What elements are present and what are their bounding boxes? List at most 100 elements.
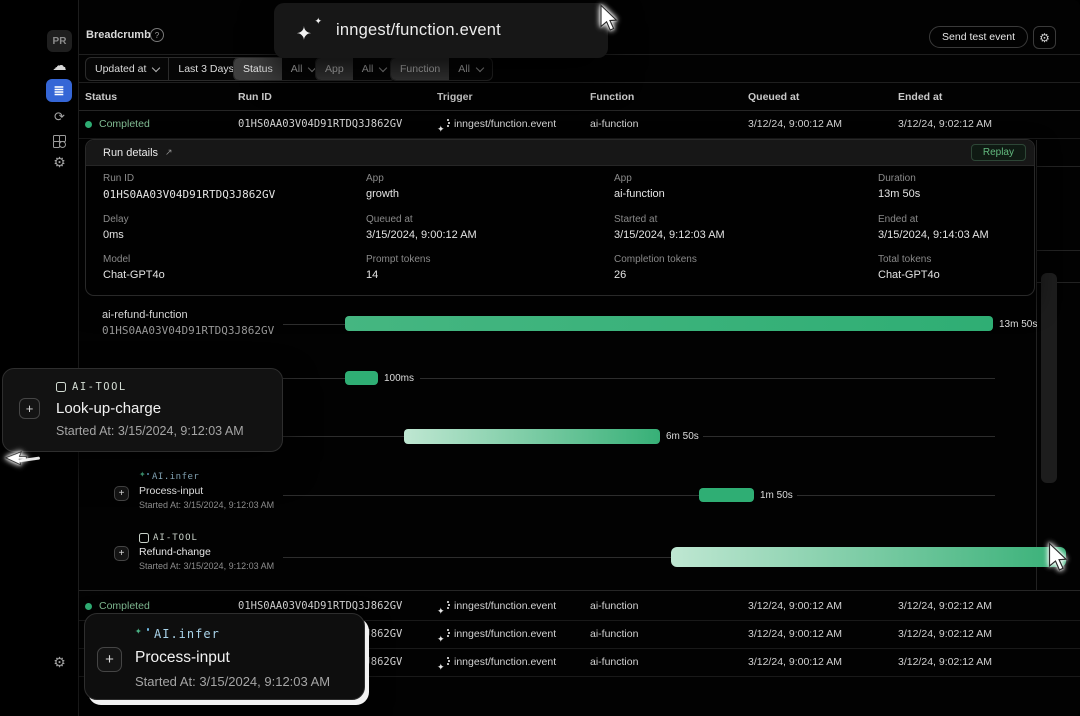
- app-filter-value[interactable]: All: [353, 58, 396, 80]
- runs-list-icon: [54, 82, 65, 100]
- sort-field[interactable]: Updated at: [86, 58, 168, 80]
- expand-step-button[interactable]: +: [19, 398, 40, 419]
- ai-function-link[interactable]: ai-function: [614, 188, 665, 200]
- field-completion-tokens: Completion tokens 26: [614, 254, 697, 281]
- timeline-bar-step2[interactable]: [404, 429, 660, 444]
- help-icon[interactable]: ?: [150, 28, 164, 42]
- ended-at-cell: 3/12/24, 9:02:12 AM: [898, 628, 992, 640]
- table-row[interactable]: Completed 01HS0AA03V04D91RTDQ3J862GV inn…: [79, 592, 1080, 625]
- status-dot: [85, 603, 92, 610]
- function-filter[interactable]: Function All: [390, 57, 493, 81]
- timeline-bar-root[interactable]: [345, 316, 993, 331]
- status-cell: Completed: [85, 110, 150, 138]
- settings-icon-bottom[interactable]: [46, 652, 73, 672]
- timeline-track: [283, 557, 671, 558]
- mouse-cursor-icon: [1048, 542, 1068, 571]
- field-queued-at: Queued at 3/15/2024, 9:00:12 AM: [366, 214, 477, 241]
- trigger-cell: inngest/function.event: [437, 620, 556, 653]
- settings-icon-top[interactable]: [46, 152, 73, 172]
- growth-link[interactable]: growth: [366, 188, 400, 200]
- function-filter-value[interactable]: All: [449, 58, 492, 80]
- status-cell: Completed: [85, 592, 150, 620]
- send-test-event-button[interactable]: Send test event: [929, 26, 1028, 48]
- row-fragment: [1037, 166, 1080, 167]
- step-started-at: Started At: 3/15/2024, 9:12:03 AM: [139, 561, 275, 571]
- field-total-tokens: Total tokens Chat-GPT4o: [878, 254, 940, 281]
- cloud-icon[interactable]: [46, 55, 73, 75]
- tooltip-badge: AI.infer: [135, 624, 220, 641]
- panel-edge: [1036, 140, 1037, 590]
- run-details-header: Run details Replay: [86, 140, 1034, 166]
- tooltip-step-name: Process-input: [135, 649, 230, 666]
- tooltip-started-at: Started At: 3/15/2024, 9:12:03 AM: [135, 674, 331, 689]
- sort-filter-control[interactable]: Updated at Last 3 Days: [85, 57, 257, 81]
- divider: [79, 110, 1080, 111]
- sort-field-label: Updated at: [95, 63, 147, 75]
- function-link[interactable]: ai-function: [590, 118, 639, 130]
- vertical-scrollbar[interactable]: [1041, 273, 1057, 483]
- step-name: Refund-change: [139, 546, 211, 558]
- chevron-down-icon: [379, 63, 388, 72]
- refresh-icon[interactable]: [46, 106, 73, 126]
- replay-button[interactable]: Replay: [970, 144, 1026, 161]
- trigger-cell: inngest/function.event: [437, 592, 556, 625]
- timeline-track: [797, 495, 995, 496]
- timeline-bar-step3[interactable]: [699, 488, 754, 502]
- run-details-panel: Run details Replay Run ID 01HS0AA03V04D9…: [85, 139, 1035, 296]
- event-name-title: inngest/function.event: [336, 21, 501, 39]
- workspace-badge[interactable]: PR: [47, 30, 72, 52]
- step-name: Process-input: [139, 485, 204, 497]
- inngest-sparkle-icon: [296, 16, 324, 46]
- divider: [79, 82, 1080, 83]
- function-link[interactable]: ai-function: [590, 656, 639, 668]
- queued-at-cell: 3/12/24, 9:00:12 AM: [748, 600, 842, 612]
- field-app-function: App ai-function: [614, 173, 665, 200]
- event-header-card: inngest/function.event: [274, 3, 608, 58]
- expand-step-button[interactable]: +: [114, 486, 129, 501]
- external-link-icon[interactable]: [165, 147, 173, 158]
- function-link[interactable]: ai-function: [590, 628, 639, 640]
- row-fragment: [1037, 282, 1080, 283]
- status-filter-value[interactable]: All: [282, 58, 325, 80]
- ai-sparkle-icon: [135, 624, 149, 640]
- divider: [79, 590, 1080, 591]
- function-link[interactable]: ai-function: [590, 600, 639, 612]
- status-filter[interactable]: Status All: [233, 57, 326, 81]
- field-app-growth: App growth: [366, 173, 400, 200]
- tooltip-look-up-charge: + AI-TOOL Look-up-charge Started At: 3/1…: [2, 368, 283, 452]
- mouse-cursor-icon: [600, 4, 618, 31]
- breadcrumb: Breadcrumb: [86, 29, 151, 41]
- ended-at-cell: 3/12/24, 9:02:12 AM: [898, 118, 992, 130]
- ended-at-cell: 3/12/24, 9:02:12 AM: [898, 600, 992, 612]
- expand-step-button[interactable]: +: [114, 546, 129, 561]
- status-filter-chip: Status: [234, 58, 282, 80]
- topbar-gear-button[interactable]: [1033, 26, 1056, 49]
- timeline-bar-step1[interactable]: [345, 371, 378, 385]
- status-filter-value-label: All: [290, 63, 303, 75]
- expand-step-button[interactable]: +: [97, 647, 122, 672]
- event-sparkle-icon: [437, 597, 450, 625]
- table-row[interactable]: Completed 01HS0AA03V04D91RTDQ3J862GV inn…: [79, 110, 1080, 143]
- apps-icon[interactable]: [46, 131, 73, 151]
- status-dot: [85, 121, 92, 128]
- sidebar-item-runs-active[interactable]: [46, 79, 72, 102]
- bar-duration-label: 1m 50s: [760, 490, 793, 501]
- timeline-track: [283, 495, 699, 496]
- run-details-title: Run details: [103, 146, 159, 159]
- queued-at-cell: 3/12/24, 9:00:12 AM: [748, 656, 842, 668]
- date-range-select[interactable]: Last 3 Days: [168, 58, 255, 80]
- bar-duration-label: 100ms: [384, 373, 415, 384]
- timeline-function-name: ai-refund-function: [102, 309, 188, 321]
- field-ended-at: Ended at 3/15/2024, 9:14:03 AM: [878, 214, 989, 241]
- tool-square-icon: [139, 533, 149, 543]
- app-filter[interactable]: App All: [315, 57, 397, 81]
- col-header-status: Status: [85, 91, 118, 103]
- date-range-label: Last 3 Days: [178, 63, 234, 75]
- timeline-bar-step4-hovered[interactable]: [671, 547, 1066, 567]
- trigger-cell: inngest/function.event: [437, 110, 556, 143]
- col-header-ended: Ended at: [898, 91, 943, 103]
- event-sparkle-icon: [437, 653, 450, 681]
- timeline-track: [283, 436, 404, 437]
- col-header-function: Function: [590, 91, 635, 103]
